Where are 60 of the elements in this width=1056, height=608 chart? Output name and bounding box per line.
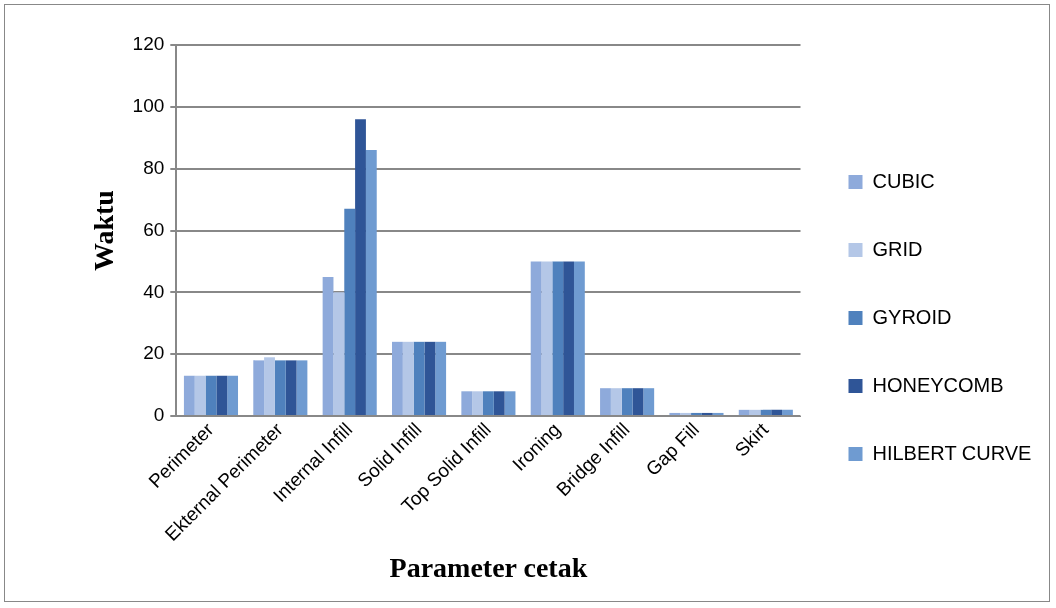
bar (333, 292, 345, 416)
bar (285, 360, 297, 416)
bar (413, 341, 425, 416)
bar (493, 391, 505, 416)
bar (216, 375, 228, 416)
bar (738, 409, 750, 416)
x-axis-title: Parameter cetak (389, 552, 588, 584)
bar (183, 375, 195, 416)
y-tick-label: 60 (143, 218, 165, 240)
bar (530, 261, 542, 416)
bar (253, 360, 265, 416)
bar (782, 409, 793, 416)
bar (669, 412, 681, 416)
y-tick-label: 40 (143, 280, 165, 302)
bar (402, 341, 414, 416)
legend-label: GRID (872, 237, 923, 260)
bar (424, 341, 436, 416)
x-tick-label: Gap Fill (641, 418, 703, 480)
y-tick-label: 0 (153, 404, 165, 426)
bar (355, 119, 366, 416)
bar (563, 261, 574, 416)
bar (632, 388, 644, 416)
bar (482, 391, 494, 416)
legend-label: CUBIC (872, 169, 935, 192)
bar (296, 360, 308, 416)
bar (541, 261, 553, 416)
bar (264, 357, 275, 416)
bar (552, 261, 564, 416)
bar (472, 391, 483, 416)
bar (600, 388, 611, 416)
bar (712, 412, 724, 416)
bar (274, 360, 286, 416)
bar (504, 391, 516, 416)
bar (194, 375, 206, 416)
y-tick-label: 80 (143, 156, 165, 178)
bar (461, 391, 473, 416)
y-tick-label: 100 (132, 95, 165, 117)
bar (392, 341, 403, 416)
y-tick-label: 120 (132, 33, 165, 55)
bar (205, 375, 217, 416)
bar (680, 412, 692, 416)
legend-label: HILBERT CURVE (872, 441, 1032, 464)
bar (760, 409, 772, 416)
bar (573, 261, 585, 416)
bar (610, 388, 622, 416)
legend-label: HONEYCOMB (872, 373, 1004, 396)
x-tick-label: Skirt (730, 418, 773, 461)
bar (322, 276, 334, 416)
bar (344, 208, 356, 416)
y-axis-title: Waktu (88, 190, 120, 271)
bar (771, 409, 783, 416)
bar (621, 388, 633, 416)
bar (691, 412, 702, 416)
y-tick-label: 20 (143, 342, 165, 364)
bar (227, 375, 239, 416)
bar (643, 388, 655, 416)
legend-label: GYROID (872, 305, 952, 328)
bar (435, 341, 447, 416)
bar (365, 150, 377, 416)
bar (701, 412, 713, 416)
